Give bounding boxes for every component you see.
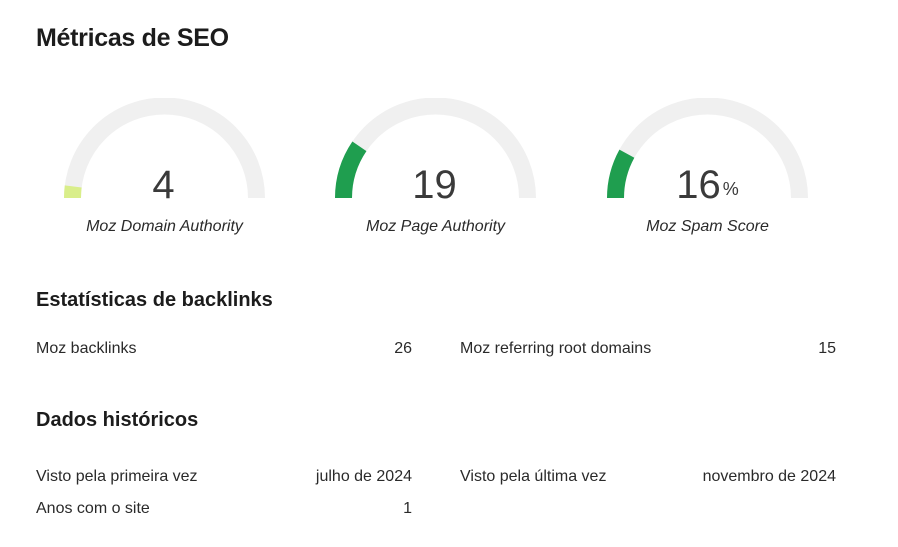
gauge-arc — [64, 98, 265, 199]
stat-value: 1 — [403, 500, 412, 517]
stat-row-last-seen: Visto pela última vez novembro de 2024 — [460, 468, 836, 486]
gauge-fill — [607, 149, 635, 199]
stat-label: Visto pela última vez — [460, 468, 607, 485]
stat-value: 15 — [818, 340, 836, 357]
gauge-page-authority: 19 Moz Page Authority — [333, 98, 538, 248]
gauge-fill — [64, 185, 82, 199]
stat-row-moz-backlinks: Moz backlinks 26 — [36, 340, 412, 358]
gauge-label: Moz Page Authority — [365, 218, 506, 235]
stat-row-years-with-site: Anos com o site 1 — [36, 500, 412, 518]
stat-row-first-seen: Visto pela primeira vez julho de 2024 — [36, 468, 412, 486]
stat-value: novembro de 2024 — [702, 468, 836, 485]
gauge-value: 4 — [152, 163, 175, 207]
gauge-label: Moz Spam Score — [646, 218, 769, 235]
history-section-title: Dados históricos — [36, 409, 199, 431]
gauge-track — [64, 98, 265, 199]
gauge-label: Moz Domain Authority — [86, 218, 243, 235]
stat-value: julho de 2024 — [315, 468, 412, 485]
stat-row-referring-root-domains: Moz referring root domains 15 — [460, 340, 836, 358]
stat-value: 26 — [394, 340, 412, 357]
gauge-spam-score: 16% Moz Spam Score — [605, 98, 810, 248]
stat-label: Visto pela primeira vez — [36, 468, 198, 485]
gauge-arc — [607, 98, 808, 199]
gauge-value: 16% — [676, 163, 739, 207]
gauge-value: 19 — [412, 163, 457, 207]
stat-label: Anos com o site — [36, 500, 150, 517]
gauge-arc — [335, 98, 536, 199]
stat-label: Moz referring root domains — [460, 340, 652, 357]
page-title: Métricas de SEO — [36, 24, 229, 52]
stat-label: Moz backlinks — [36, 340, 137, 357]
gauge-domain-authority: 4 Moz Domain Authority — [62, 98, 267, 248]
gauge-fill — [335, 141, 367, 199]
backlinks-section-title: Estatísticas de backlinks — [36, 289, 273, 311]
